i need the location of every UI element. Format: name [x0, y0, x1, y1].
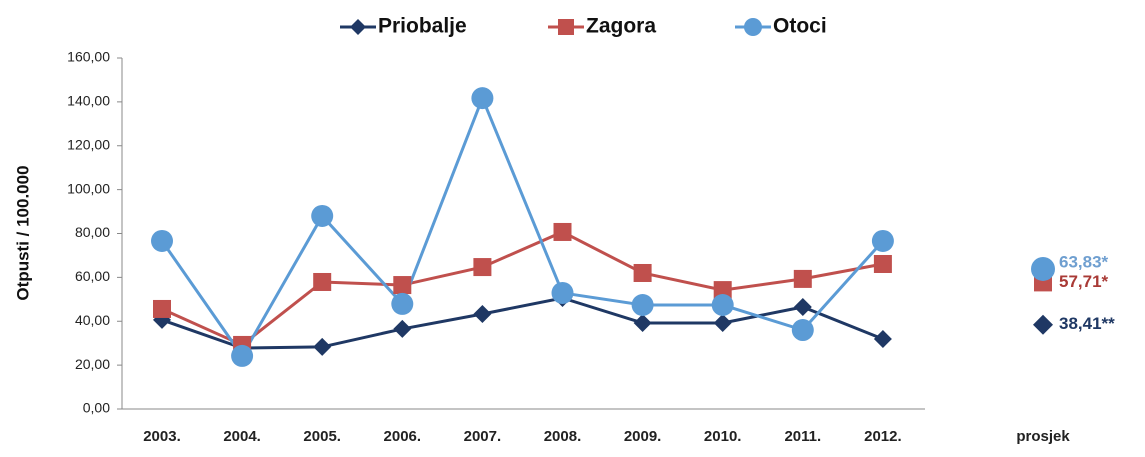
x-tick-label: 2011. [784, 428, 821, 445]
x-tick-label: 2007. [464, 428, 502, 445]
data-point [633, 263, 652, 282]
data-point [633, 314, 652, 333]
data-point [231, 344, 254, 367]
x-tick-label: 2009. [624, 428, 662, 445]
x-tick-label: 2006. [384, 428, 422, 445]
series-line [161, 230, 884, 347]
series-line [161, 296, 884, 350]
data-point [793, 297, 812, 316]
y-tick-label: 60,00 [75, 268, 110, 284]
x-tick-label: 2005. [303, 428, 341, 445]
data-point [151, 229, 173, 252]
x-tick-label: 2012. [864, 428, 902, 445]
x-tick-label: prosjek [1016, 428, 1070, 445]
legend-label: Otoci [773, 15, 827, 38]
y-tick-label: 140,00 [67, 93, 110, 109]
x-tick-label: 2010. [704, 428, 742, 445]
data-point [713, 314, 732, 333]
data-point [311, 204, 334, 227]
average-label: 57,71* [1059, 272, 1109, 291]
data-point [153, 299, 171, 318]
data-point [473, 258, 492, 277]
data-point [471, 87, 494, 110]
data-point [873, 254, 892, 273]
y-tick-label: 20,00 [75, 356, 110, 372]
data-point [393, 319, 412, 338]
average-label: 38,41** [1059, 314, 1115, 333]
data-point [313, 337, 332, 356]
x-tick-label: 2003. [143, 428, 181, 445]
y-axis-title: Otpusti / 100.000 [13, 165, 32, 300]
legend-label: Zagora [586, 15, 656, 38]
data-point [473, 305, 492, 324]
y-tick-label: 100,00 [67, 180, 110, 196]
data-point [631, 294, 654, 317]
data-point [553, 222, 572, 241]
data-point [711, 294, 734, 317]
average-point [1031, 256, 1055, 281]
average-label: 63,83* [1059, 252, 1109, 271]
series-line [160, 94, 885, 359]
x-tick-label: 2008. [544, 428, 582, 445]
average-point [1033, 314, 1053, 335]
data-point [313, 272, 332, 291]
y-tick-label: 40,00 [75, 312, 110, 328]
data-point [551, 281, 574, 304]
y-tick-label: 120,00 [67, 136, 110, 152]
y-tick-label: 80,00 [75, 224, 110, 240]
data-point [871, 229, 894, 252]
data-point [391, 292, 414, 315]
legend-marker [744, 18, 762, 36]
legend-label: Priobalje [378, 15, 467, 38]
y-tick-label: 160,00 [67, 49, 110, 65]
legend-marker [350, 19, 366, 35]
y-tick-label: 0,00 [83, 400, 110, 416]
data-point [793, 269, 812, 288]
data-point [873, 330, 892, 349]
data-point [791, 319, 814, 342]
legend-marker [558, 19, 574, 35]
data-point [713, 281, 732, 300]
data-point [393, 276, 412, 295]
x-tick-label: 2004. [223, 428, 261, 445]
